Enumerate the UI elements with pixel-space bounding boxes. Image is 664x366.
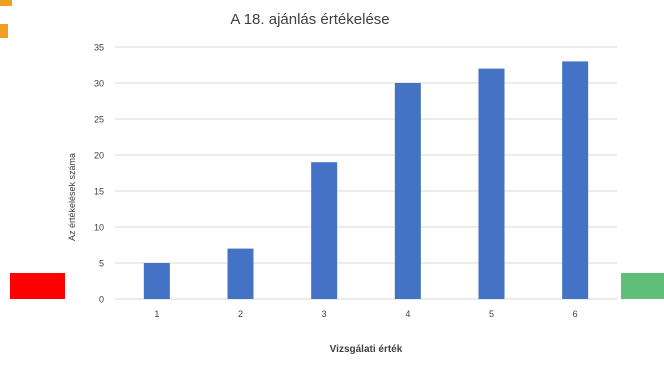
y-tick-label-5: 25 [94, 115, 104, 125]
x-tick-label-4: 4 [405, 309, 410, 319]
bar-3 [311, 162, 338, 299]
gridlines [115, 46, 617, 300]
green-swatch [621, 273, 664, 299]
y-tick-label-6: 30 [94, 79, 104, 89]
x-axis-ticks: 1 2 3 4 5 6 [154, 309, 577, 319]
orange-fragment-bottom [0, 24, 8, 38]
bar-5 [478, 68, 505, 299]
x-axis-label: Vizsgálati érték [330, 344, 403, 355]
y-tick-label-0: 0 [99, 295, 104, 305]
red-swatch [10, 273, 65, 299]
y-axis-label: Az értékelések száma [67, 153, 77, 241]
y-tick-label-7: 35 [94, 43, 104, 53]
bar-6 [562, 61, 589, 300]
bar-1 [143, 263, 170, 299]
y-tick-label-3: 15 [94, 187, 104, 197]
x-tick-label-3: 3 [322, 309, 327, 319]
y-tick-label-1: 5 [99, 259, 104, 269]
y-tick-label-4: 20 [94, 151, 104, 161]
orange-fragment-top [0, 0, 12, 6]
bar-4 [394, 83, 421, 299]
bar-2 [227, 248, 254, 299]
x-tick-label-6: 6 [573, 309, 578, 319]
bars [143, 61, 589, 300]
y-axis-ticks: 0 5 10 15 20 25 30 35 [94, 43, 104, 305]
orange-fragment-shape [0, 0, 12, 40]
chart-title: A 18. ajánlás értékelése [230, 11, 389, 28]
x-tick-label-2: 2 [238, 309, 243, 319]
y-tick-label-2: 10 [94, 223, 104, 233]
x-tick-label-1: 1 [154, 309, 159, 319]
x-tick-label-5: 5 [489, 309, 494, 319]
